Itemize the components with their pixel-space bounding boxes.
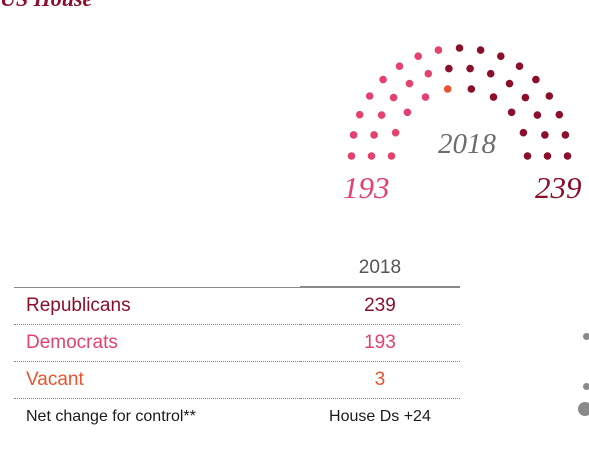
democrat-seat-dot: [405, 79, 414, 88]
republican-seat-dot: [545, 92, 554, 100]
republican-seat-dot: [476, 46, 485, 54]
republican-seat-dot: [455, 44, 464, 52]
table-row-net-change: Net change for control** House Ds +24: [14, 399, 460, 436]
democrat-seat-dot: [370, 131, 378, 139]
republican-seat-dot: [515, 62, 524, 70]
row-label: Democrats: [14, 324, 300, 362]
democrat-seat-dot: [367, 152, 376, 160]
parliament-arc-chart: [347, 44, 572, 160]
republican-seat-dot: [521, 93, 530, 102]
democrat-seat-dot: [379, 75, 387, 84]
democrat-seat-dot: [365, 92, 374, 100]
republican-seat-dot: [561, 131, 570, 139]
table-row-democrats: Democrats 193: [14, 324, 460, 362]
row-value: 3: [299, 361, 460, 399]
table-header-year: 2018: [299, 257, 460, 288]
republican-seat-dot: [523, 152, 532, 160]
table-row-republicans: Republicans 239: [14, 287, 460, 325]
democrat-seat-dot: [414, 52, 422, 60]
row-value: 239: [299, 287, 460, 325]
democrat-seat-dot: [389, 93, 398, 102]
republicans-total-label: 239: [535, 170, 582, 205]
republican-seat-dot: [466, 64, 474, 73]
results-table: 2018 Republicans 239 Democrats 193 Vacan…: [14, 257, 460, 435]
republican-seat-dot: [497, 52, 505, 60]
democrat-seat-dot: [403, 108, 412, 117]
republican-seat-dot: [541, 131, 549, 139]
democrat-seat-dot: [355, 110, 364, 119]
edge-dot: [578, 402, 589, 416]
democrat-seat-dot: [434, 46, 443, 54]
democrat-seat-dot: [391, 128, 400, 137]
republican-seat-dot: [467, 85, 476, 93]
republican-seat-dot: [489, 93, 498, 101]
chart-year-label: 2018: [438, 128, 496, 160]
democrat-seat-dot: [377, 111, 386, 119]
democrat-seat-dot: [349, 131, 358, 139]
democrats-total-label: 193: [343, 170, 390, 205]
republican-seat-dot: [505, 79, 514, 88]
row-label: Republicans: [14, 287, 300, 325]
table-header-blank: [14, 257, 300, 288]
edge-dot: [583, 383, 589, 390]
row-label: Vacant: [14, 361, 300, 399]
republican-seat-dot: [532, 75, 540, 84]
democrat-seat-dot: [387, 152, 396, 160]
democrat-seat-dot: [395, 62, 404, 70]
republican-seat-dot: [533, 111, 542, 119]
democrat-seat-dot: [424, 69, 433, 78]
row-label: Net change for control**: [26, 408, 196, 425]
republican-seat-dot: [519, 128, 528, 137]
democrat-seat-dot: [421, 93, 430, 101]
section-title: US House: [0, 0, 92, 12]
republican-seat-dot: [445, 64, 453, 73]
vacant-seat-dot: [443, 85, 452, 93]
democrat-seat-dot: [347, 152, 356, 160]
row-value: 193: [299, 324, 460, 362]
edge-dot: [583, 333, 589, 340]
republican-seat-dot: [555, 110, 564, 119]
table-row-vacant: Vacant 3: [14, 361, 460, 399]
republican-seat-dot: [507, 108, 516, 117]
row-value: House Ds +24: [329, 408, 431, 425]
republican-seat-dot: [563, 152, 572, 160]
republican-seat-dot: [543, 152, 552, 160]
republican-seat-dot: [486, 69, 495, 78]
